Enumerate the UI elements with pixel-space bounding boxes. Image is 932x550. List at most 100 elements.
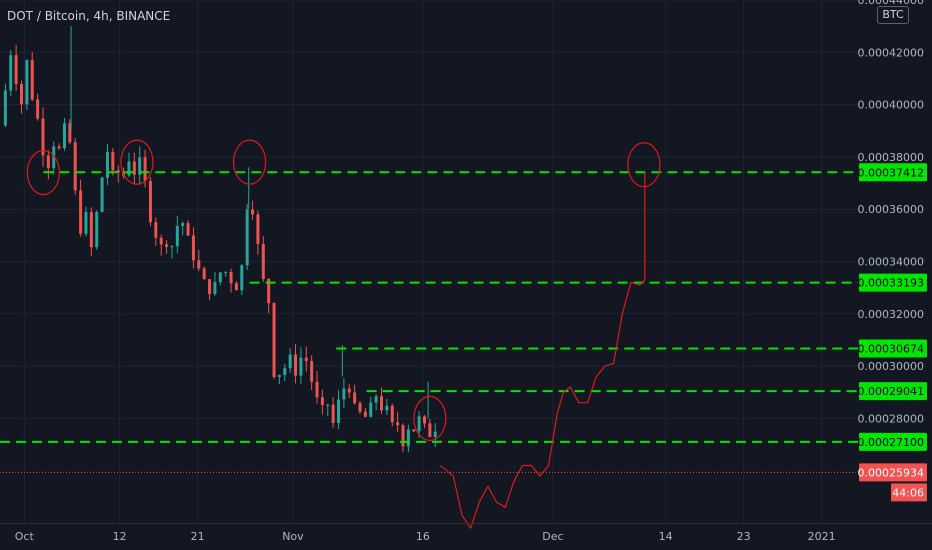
time-axis[interactable]: Oct 12 21 Nov 16 Dec 14 23 2021 (15, 530, 836, 543)
candle-body (315, 381, 319, 398)
candle-body (105, 151, 109, 178)
candle-body (261, 243, 265, 279)
level-label: 0.00027100 (858, 436, 924, 449)
level-label-bg (859, 273, 927, 292)
candle-body (100, 177, 104, 212)
candle-body (62, 123, 66, 149)
candle-body (299, 357, 303, 376)
bar-countdown: 44:06 (891, 483, 927, 502)
level-label: 0.00029041 (858, 385, 924, 398)
level-label: 0.00033193 (858, 277, 924, 290)
candle-body (73, 142, 77, 191)
candle-body (234, 283, 238, 291)
time-tick-label: Nov (282, 530, 304, 543)
candle-body (89, 212, 93, 248)
candle-body (267, 278, 271, 304)
candle-body (337, 399, 341, 424)
price-tick-label: 0.00028000 (858, 412, 924, 425)
candle-body (79, 190, 83, 234)
price-tick-label: 0.00042000 (858, 46, 924, 59)
hand-drawn-circle (233, 139, 267, 185)
candle-body (251, 209, 255, 215)
candle-body (41, 118, 45, 156)
candle-body (417, 416, 421, 432)
candle-body (390, 405, 394, 423)
candle-body (283, 368, 287, 376)
candle-body (331, 404, 335, 424)
candle-body (127, 161, 131, 176)
candle-body (165, 244, 169, 247)
candle-body (191, 235, 195, 261)
candle-body (326, 404, 330, 406)
time-tick-label: 21 (191, 530, 205, 543)
time-tick-label: Dec (542, 530, 563, 543)
candle-body (347, 388, 351, 393)
candle-body (202, 268, 206, 280)
candle-body (57, 146, 61, 149)
level-label-bg (859, 382, 927, 401)
candle-body (218, 272, 222, 283)
candle-body (224, 271, 228, 273)
candle-body (52, 146, 56, 169)
level-label: 0.00030674 (858, 342, 924, 355)
candle-body (374, 396, 378, 403)
price-tick-label: 0.00038000 (858, 151, 924, 164)
price-tick-label: 0.00040000 (858, 99, 924, 112)
horizontal-levels (0, 171, 858, 443)
candle-body (213, 282, 217, 295)
candle-body (36, 99, 40, 119)
chart-grid (0, 0, 858, 523)
current-price-label: 0.00025934 (858, 463, 927, 482)
candle-body (25, 60, 29, 105)
time-tick-label: 16 (416, 530, 430, 543)
price-tick-label: 0.00044000 (858, 0, 924, 7)
candle-body (46, 155, 50, 169)
candle-body (240, 265, 244, 291)
candle-body (433, 431, 437, 438)
time-tick-label: 12 (113, 530, 127, 543)
candle-body (181, 223, 185, 227)
candle-body (170, 246, 174, 248)
candle-body (84, 212, 88, 234)
candle-body (406, 429, 410, 447)
candle-body (111, 151, 115, 171)
forecast-path (439, 172, 646, 529)
countdown-value: 44:06 (892, 486, 924, 499)
price-axis[interactable]: 0.00044000 0.00042000 0.00040000 0.00038000… (858, 0, 924, 425)
candle-body (229, 271, 233, 284)
candle-body (369, 402, 373, 417)
candle-body (342, 388, 346, 400)
candle-body (154, 222, 158, 238)
price-tick-label: 0.00032000 (858, 308, 924, 321)
candle-body (19, 84, 23, 105)
level-label-bg (859, 339, 927, 358)
level-label-bg (859, 432, 927, 451)
level-price-labels: 0.00037412 0.00033193 0.00030674 0.00029041… (858, 163, 927, 451)
price-tick-label: 0.00030000 (858, 360, 924, 373)
candle-body (175, 226, 179, 247)
drawing-annotations (26, 139, 661, 529)
candle-body (380, 396, 384, 411)
candle-body (272, 303, 276, 377)
candle-body (422, 416, 426, 424)
symbol-title: DOT / Bitcoin, 4h, BINANCE (7, 9, 171, 23)
time-tick-label: 2021 (808, 530, 836, 543)
hand-drawn-circle (413, 395, 447, 441)
candle-body (294, 354, 298, 376)
time-tick-label: 14 (659, 530, 673, 543)
level-label-bg (859, 163, 927, 182)
candle-body (412, 429, 416, 432)
current-price-value: 0.00025934 (858, 466, 924, 479)
candlestick-series (3, 26, 437, 453)
candle-body (396, 422, 400, 426)
level-label: 0.00037412 (858, 166, 924, 179)
candle-body (68, 123, 72, 143)
candle-body (143, 157, 147, 181)
candle-body (363, 411, 367, 417)
time-tick-label: Oct (15, 530, 35, 543)
scale-currency-button[interactable]: BTC (877, 6, 909, 24)
candle-body (385, 405, 389, 411)
candle-body (277, 375, 281, 377)
candle-body (320, 397, 324, 405)
